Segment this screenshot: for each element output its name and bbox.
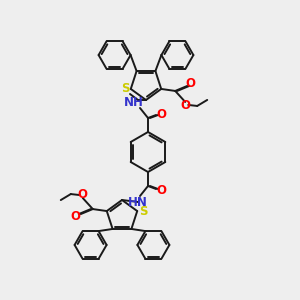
Text: S: S: [139, 205, 148, 218]
Text: O: O: [185, 77, 195, 90]
Text: NH: NH: [124, 97, 144, 110]
Text: O: O: [156, 184, 166, 196]
Text: S: S: [122, 82, 130, 95]
Text: O: O: [156, 107, 166, 121]
Text: O: O: [180, 99, 190, 112]
Text: HN: HN: [128, 196, 148, 208]
Text: O: O: [78, 188, 88, 201]
Text: O: O: [71, 210, 81, 223]
